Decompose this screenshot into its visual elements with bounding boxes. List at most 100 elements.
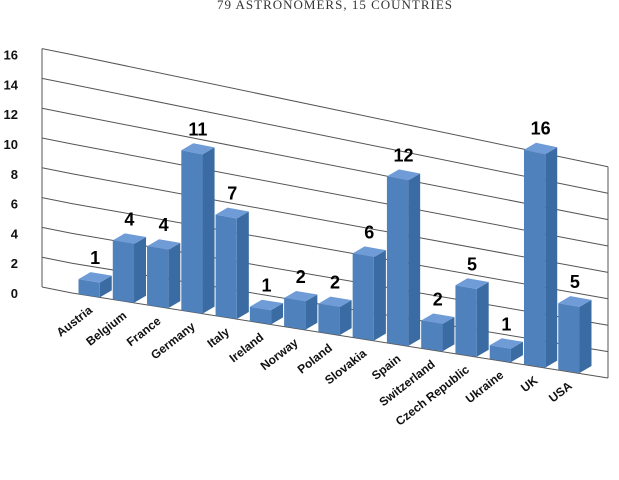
bar-front [284,298,306,330]
bar-side [271,303,284,325]
bar-front [386,176,409,346]
bar [318,296,352,336]
bar-top [284,291,318,302]
gridline [71,54,609,168]
gridline [71,292,609,379]
bar [455,278,489,357]
bar [523,142,558,368]
bar-front [215,214,237,319]
bar-side [134,236,147,303]
bar-side [99,275,112,298]
bar-side [442,317,455,352]
gridline-stub [41,107,73,115]
bar-front [318,303,340,336]
y-tick-label: 2 [11,256,18,271]
data-label: 2 [433,290,443,310]
y-tick-label: 0 [11,286,18,301]
bar-top [78,272,112,283]
bar-front [181,150,203,314]
data-label: 7 [227,184,237,204]
bar-side [579,299,592,373]
bar [284,291,318,330]
bar [352,246,386,341]
bar-side [305,294,318,330]
bar [181,143,215,314]
bar-top [386,169,421,181]
bar-front [558,303,580,373]
bar-top [181,143,215,155]
gridline-stub [41,48,73,56]
bar-top [421,313,455,325]
gridline-stub [41,226,73,234]
bar-top [489,338,523,349]
bar [112,233,147,303]
y-tick-label: 12 [4,107,18,122]
x-tick-label: Czech Republic [393,362,472,428]
bar-top [455,278,489,289]
y-tick-label: 14 [4,77,19,92]
data-label: 11 [188,119,207,139]
x-tick-label: Italy [205,324,233,350]
x-tick-label: UK [518,373,541,395]
bar [386,169,421,346]
gridline [71,143,609,247]
y-axis-ticks: 0 2 4 6 8 10 12 14 16 [4,48,19,301]
bar-front [147,246,169,309]
y-tick-label: 8 [11,167,18,182]
x-tick-label: Spain [369,352,403,383]
data-label: 12 [394,145,414,165]
data-label: 1 [90,248,100,268]
bar-top [112,233,147,244]
bar-side [236,211,249,319]
bar [147,239,181,309]
bar-side [510,341,523,363]
y-tick-label: 16 [4,48,18,63]
bar-side [408,173,421,346]
data-label: 4 [159,215,169,235]
data-label: 1 [501,314,511,334]
gridline-stub [41,77,73,85]
bar [489,338,523,363]
gridline-stub [41,286,73,294]
x-tick-label: USA [546,378,575,405]
gridline-stub [41,167,73,175]
data-label: 6 [364,222,374,242]
bar-top [147,239,181,250]
bar [421,313,455,352]
data-label: 5 [467,254,477,274]
gridline [71,83,609,194]
bar-front [421,320,443,352]
bar-side [202,147,215,314]
bar-top [558,296,592,307]
bar-front [112,240,135,303]
gridline-stub [41,137,73,145]
bar-side [545,147,558,368]
bar-top [352,246,386,258]
gridline [71,113,609,221]
gridline-stub [41,256,73,264]
bar-side [168,242,181,309]
bar [78,272,112,298]
y-tick-label: 4 [11,226,19,241]
bar-top [215,207,249,219]
bar-side [373,250,386,341]
bar-top [249,299,284,311]
bar-side [339,300,352,336]
data-label: 4 [124,209,134,229]
bar [558,296,592,373]
bar-front [249,306,272,325]
bar-front [523,149,546,368]
gridline [71,173,609,273]
bars [78,142,592,373]
data-label: 5 [570,272,580,292]
data-label: 2 [330,273,340,293]
bar [249,299,284,325]
y-tick-label: 10 [4,137,18,152]
y-tick-label: 6 [11,197,18,212]
gridline-stub [41,197,73,205]
bar-front [455,285,477,357]
bar [215,207,249,319]
gridline [71,203,609,300]
